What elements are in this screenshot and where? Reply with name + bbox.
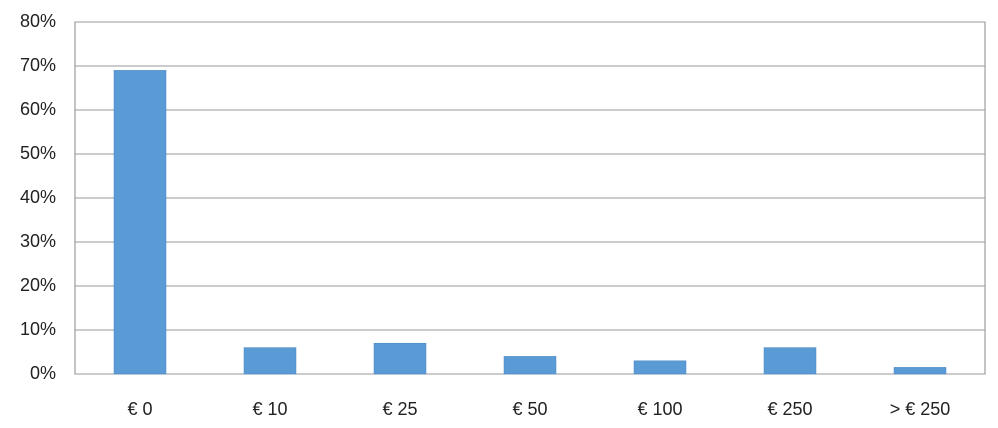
x-tick-label: € 25 bbox=[382, 399, 417, 419]
bar bbox=[893, 367, 947, 375]
x-tick-label: € 0 bbox=[127, 399, 152, 419]
y-tick-label: 80% bbox=[20, 11, 56, 31]
bar bbox=[113, 70, 167, 375]
y-tick-label: 40% bbox=[20, 187, 56, 207]
y-tick-label: 60% bbox=[20, 99, 56, 119]
x-tick-label: € 100 bbox=[637, 399, 682, 419]
y-tick-label: 20% bbox=[20, 275, 56, 295]
bar bbox=[763, 347, 817, 375]
y-tick-label: 70% bbox=[20, 55, 56, 75]
bar bbox=[243, 347, 297, 375]
y-tick-label: 30% bbox=[20, 231, 56, 251]
y-tick-label: 10% bbox=[20, 319, 56, 339]
y-tick-label: 0% bbox=[30, 363, 56, 383]
x-tick-label: € 250 bbox=[767, 399, 812, 419]
bar bbox=[633, 360, 687, 375]
y-tick-label: 50% bbox=[20, 143, 56, 163]
x-tick-label: € 50 bbox=[512, 399, 547, 419]
x-tick-label: € 10 bbox=[252, 399, 287, 419]
x-tick-label: > € 250 bbox=[890, 399, 951, 419]
bar bbox=[503, 356, 557, 375]
bar bbox=[373, 342, 427, 375]
